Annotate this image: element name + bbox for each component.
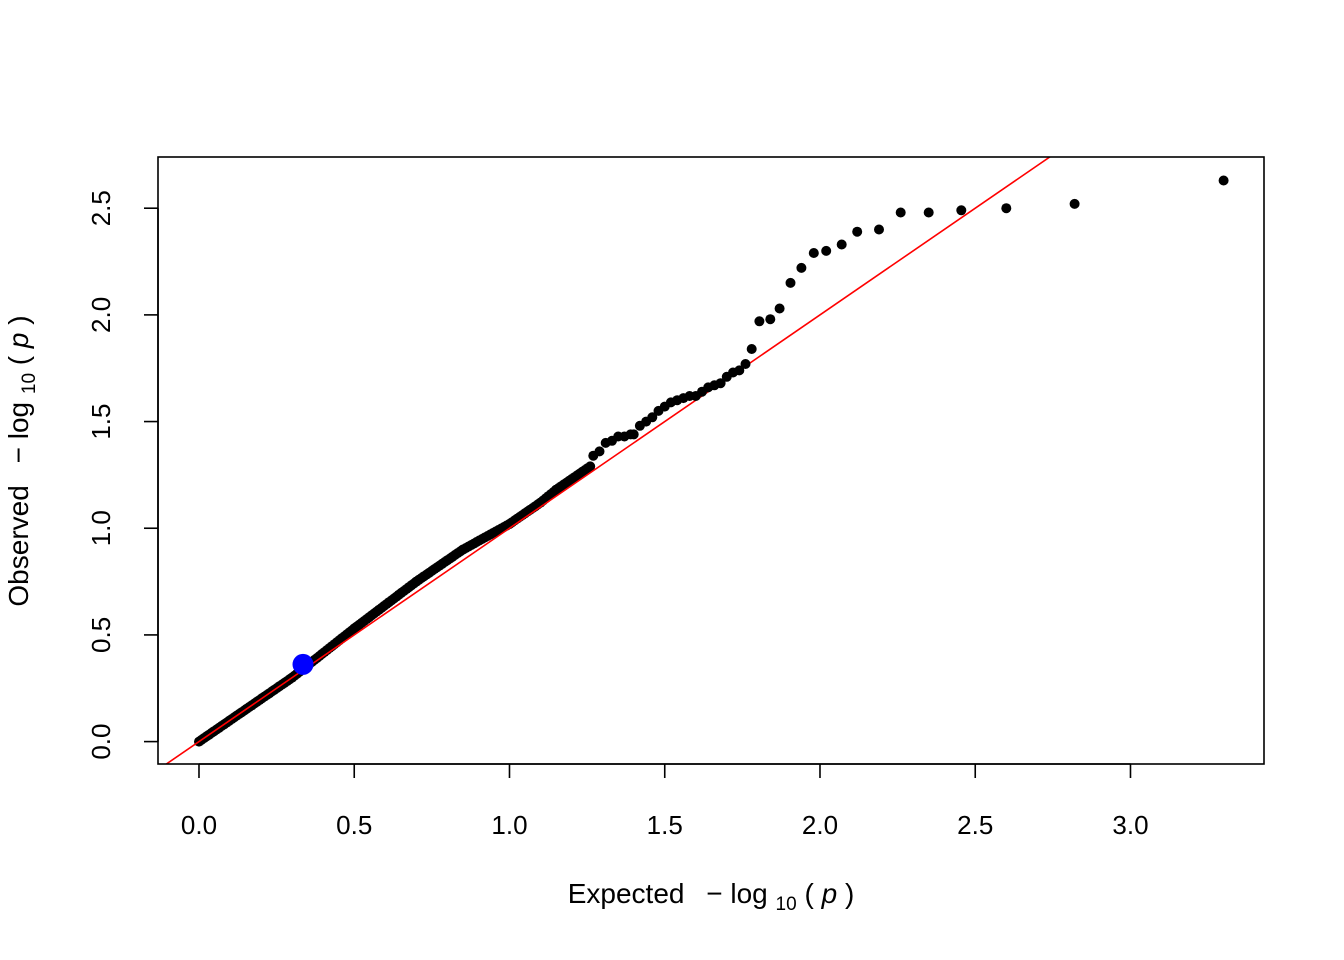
y-tick-label: 1.5 — [86, 404, 116, 440]
y-tick-label: 2.5 — [86, 190, 116, 226]
y-tick-label: 2.0 — [86, 297, 116, 333]
data-point — [874, 224, 884, 235]
data-point — [808, 248, 819, 258]
data-point — [754, 316, 765, 327]
data-point — [785, 277, 796, 288]
data-point — [836, 239, 847, 250]
data-point — [734, 365, 745, 376]
data-point — [647, 412, 658, 423]
y-axis-title: Observed − log 10 ( p ) — [3, 315, 41, 606]
plot-area — [164, 157, 1229, 764]
data-point — [628, 429, 639, 440]
data-point — [821, 245, 832, 256]
data-point — [796, 262, 807, 273]
x-tick-label: 2.0 — [802, 810, 838, 840]
x-tick-label: 1.0 — [491, 810, 527, 840]
x-axis: 0.0 0.5 1.0 1.5 2.0 2.5 3.0 — [181, 763, 1149, 840]
data-point — [1001, 203, 1012, 214]
data-point — [715, 378, 726, 389]
x-tick-label: 3.0 — [1112, 810, 1148, 840]
data-point — [895, 207, 906, 218]
data-point — [1069, 198, 1080, 209]
data-point — [746, 344, 757, 354]
data-point — [740, 359, 751, 369]
data-point — [774, 303, 785, 314]
x-tick-label: 0.0 — [181, 810, 217, 840]
y-tick-label: 0.0 — [86, 724, 116, 760]
data-point — [852, 226, 863, 237]
x-axis-title: Expected − log 10 ( p ) — [568, 878, 855, 916]
data-point — [1218, 175, 1229, 186]
data-point — [585, 461, 596, 472]
data-point — [594, 446, 605, 457]
x-tick-label: 1.5 — [647, 810, 683, 840]
y-axis: 0.0 0.5 1.0 1.5 2.0 2.5 — [86, 190, 159, 760]
y-tick-label: 1.0 — [86, 510, 116, 546]
data-point — [765, 314, 776, 325]
tail-points — [588, 175, 1229, 461]
data-point — [956, 205, 967, 216]
x-tick-label: 2.5 — [957, 810, 993, 840]
x-tick-label: 0.5 — [336, 810, 372, 840]
data-point — [923, 207, 934, 218]
highlight-point — [292, 653, 314, 675]
y-tick-label: 0.5 — [86, 617, 116, 653]
